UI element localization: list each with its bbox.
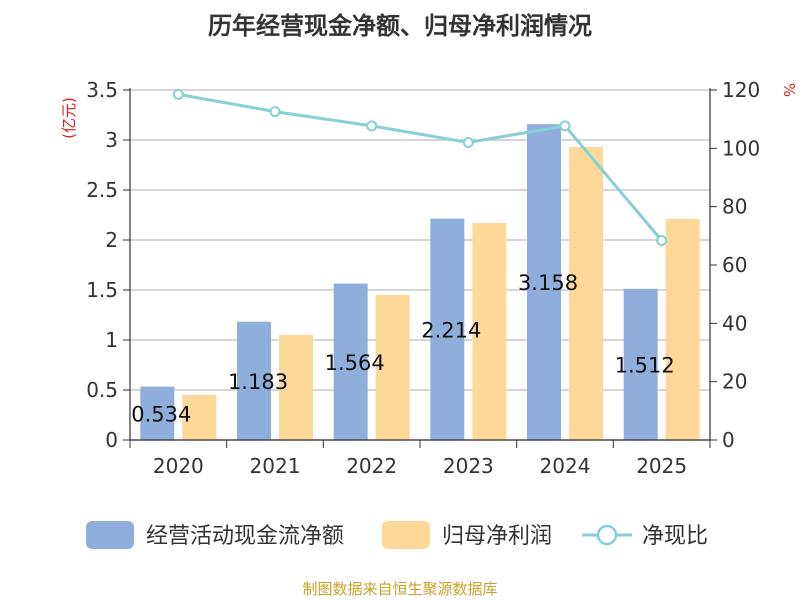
legend-label-net-profit: 归母净利润 bbox=[442, 524, 552, 549]
ratio-point bbox=[366, 120, 378, 132]
y-right-tick-label: 80 bbox=[722, 195, 747, 219]
bar-net-profit bbox=[375, 295, 410, 440]
bar-operating-cashflow bbox=[527, 124, 561, 440]
x-tick-label: 2025 bbox=[636, 454, 687, 478]
chart-title: 历年经营现金净额、归母净利润情况 bbox=[208, 12, 592, 40]
y-left-tick-label: 3 bbox=[105, 128, 118, 152]
legend-swatch-net-profit bbox=[382, 521, 430, 549]
x-tick-label: 2021 bbox=[250, 454, 301, 478]
bar-operating-cashflow bbox=[140, 386, 175, 440]
ratio-point bbox=[462, 137, 474, 148]
ratio-point bbox=[559, 120, 571, 132]
bar-operating-cashflow bbox=[623, 288, 658, 440]
footer-source: 制图数据来自恒生聚源数据库 bbox=[302, 580, 498, 598]
bars bbox=[140, 124, 700, 440]
legend-swatch-operating-cashflow bbox=[86, 521, 134, 549]
ratio-line-path bbox=[178, 92, 663, 242]
bar-net-profit bbox=[279, 335, 313, 440]
y-left-tick-label: 1 bbox=[105, 328, 118, 352]
x-tick-label: 2022 bbox=[346, 454, 397, 478]
grid-lines bbox=[130, 89, 710, 441]
data-labels: 0.534 1.183 1.564 2.214 3.158 1.512 bbox=[131, 271, 674, 426]
legend-swatch-marker bbox=[596, 524, 618, 546]
y-left-tick-label: 3.5 bbox=[86, 78, 118, 102]
data-label: 0.534 bbox=[131, 402, 191, 426]
bar-net-profit bbox=[569, 147, 603, 440]
data-label: 1.183 bbox=[228, 370, 288, 394]
ratio-point bbox=[172, 88, 184, 100]
legend: 经营活动现金流净额 归母净利润 净现比 bbox=[86, 521, 708, 549]
bar-net-profit bbox=[665, 219, 700, 440]
y-right-tick-label: 20 bbox=[722, 370, 747, 394]
y-right-tick-label: 100 bbox=[722, 136, 760, 160]
y-left-axis-label: (亿元) bbox=[60, 97, 78, 139]
legend-label-operating-cashflow: 经营活动现金流净额 bbox=[146, 524, 344, 549]
y-right-axis-label: % bbox=[780, 83, 798, 97]
axes: 0 0.5 1 1.5 2 2.5 3 3.5 0 20 40 60 80 100 120 2020 2021 2… bbox=[60, 78, 798, 478]
y-left-tick-label: 0 bbox=[105, 428, 118, 452]
y-right-tick-label: 40 bbox=[722, 311, 747, 335]
y-right-tick-label: 0 bbox=[722, 428, 735, 452]
ratio-point bbox=[656, 235, 668, 246]
y-left-tick-label: 0.5 bbox=[86, 378, 118, 402]
data-label: 1.564 bbox=[325, 351, 385, 375]
data-label: 3.158 bbox=[518, 271, 578, 295]
ratio-line bbox=[172, 88, 668, 246]
x-tick-label: 2020 bbox=[153, 454, 204, 478]
x-tick-label: 2023 bbox=[443, 454, 494, 478]
legend-label-ratio: 净现比 bbox=[642, 524, 708, 549]
y-right-tick-label: 60 bbox=[722, 253, 747, 277]
bar-operating-cashflow bbox=[333, 283, 368, 440]
y-right-tick-label: 120 bbox=[722, 78, 760, 102]
bar-net-profit bbox=[472, 223, 507, 440]
x-tick-label: 2024 bbox=[540, 454, 591, 478]
bar-operating-cashflow bbox=[430, 218, 465, 440]
data-label: 2.214 bbox=[421, 318, 481, 342]
y-left-tick-label: 1.5 bbox=[86, 278, 118, 302]
y-left-tick-label: 2 bbox=[105, 228, 118, 252]
bar-operating-cashflow bbox=[237, 321, 271, 440]
bar-net-profit bbox=[182, 395, 217, 440]
ratio-point bbox=[269, 106, 281, 118]
data-label: 1.512 bbox=[615, 353, 675, 377]
y-left-tick-label: 2.5 bbox=[86, 178, 118, 202]
